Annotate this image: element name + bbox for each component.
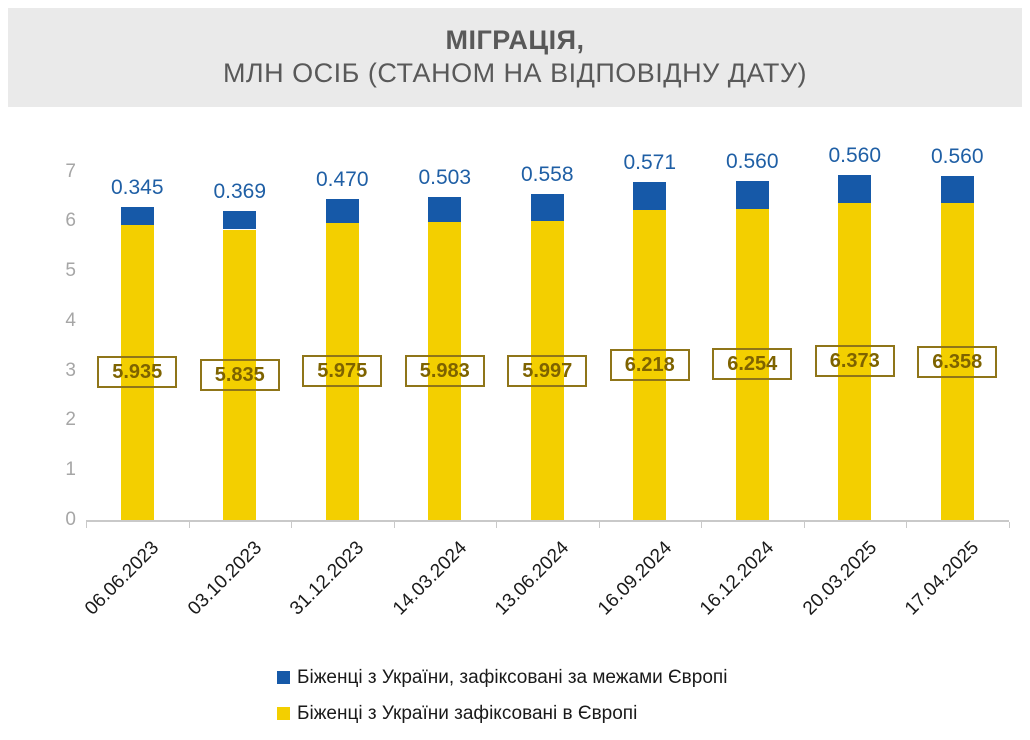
y-axis-tick-label: 3 — [65, 359, 76, 381]
bar-segment-outside-europe — [325, 199, 359, 223]
legend-swatch-icon — [277, 671, 290, 684]
value-label-in-europe: 6.358 — [917, 345, 998, 378]
x-axis-category-label: 13.06.2024 — [491, 537, 574, 620]
y-axis-tick-label: 7 — [65, 160, 76, 182]
legend-label: Біженці з України зафіксовані в Європі — [297, 702, 638, 724]
value-label-outside-europe: 0.560 — [828, 143, 882, 167]
x-axis-category-label: 16.12.2024 — [696, 537, 779, 620]
x-axis-category-label: 06.06.2023 — [81, 537, 164, 620]
bar-segment-outside-europe — [428, 197, 462, 223]
bar-segment-in-europe — [120, 224, 154, 520]
bar-segment-outside-europe — [838, 174, 872, 203]
x-axis-category-label: 31.12.2023 — [286, 537, 369, 620]
bar-segment-in-europe — [530, 221, 564, 520]
chart-legend: Біженці з України, зафіксовані за межами… — [277, 666, 727, 738]
chart-title-banner: МІГРАЦІЯ, МЛН ОСІБ (СТАНОМ НА ВІДПОВІДНУ… — [8, 8, 1022, 107]
bar-segment-outside-europe — [940, 175, 974, 204]
bar-segment-in-europe — [325, 222, 359, 520]
value-label-in-europe: 5.935 — [97, 356, 178, 389]
x-axis-tick-mark — [496, 522, 497, 528]
x-axis-tick-mark — [906, 522, 907, 528]
bar-segment-outside-europe — [223, 211, 257, 230]
value-label-outside-europe: 0.560 — [930, 144, 984, 168]
bar-segment-outside-europe — [735, 180, 769, 209]
x-axis-tick-mark — [803, 522, 805, 528]
chart-title-line2: МЛН ОСІБ (СТАНОМ НА ВІДПОВІДНУ ДАТУ) — [222, 58, 808, 88]
y-axis-tick-label: 1 — [65, 459, 76, 481]
x-axis-tick-mark — [701, 522, 702, 528]
bar-segment-in-europe — [633, 210, 667, 520]
value-label-in-europe: 6.373 — [814, 345, 895, 378]
x-axis-tick-mark — [291, 522, 292, 528]
value-label-in-europe: 5.983 — [404, 355, 485, 388]
value-label-outside-europe: 0.369 — [213, 180, 267, 204]
x-axis-line — [86, 520, 1009, 522]
bar-segment-outside-europe — [633, 182, 667, 211]
bar-segment-outside-europe — [120, 207, 154, 225]
x-axis-tick-mark — [1008, 522, 1010, 528]
value-label-in-europe: 5.835 — [199, 358, 280, 391]
chart-title-line1: МІГРАЦІЯ, — [445, 25, 585, 55]
x-axis-tick-mark — [188, 522, 190, 528]
value-label-in-europe: 5.997 — [507, 354, 588, 387]
legend-swatch-icon — [277, 707, 290, 720]
x-axis-category-label: 03.10.2023 — [183, 537, 266, 620]
value-label-in-europe: 5.975 — [302, 355, 383, 388]
bar-segment-in-europe — [838, 202, 872, 520]
x-axis-tick-mark — [598, 522, 600, 528]
y-axis-tick-label: 2 — [65, 409, 76, 431]
y-axis-tick-label: 5 — [65, 260, 76, 282]
x-axis-category-label: 16.09.2024 — [593, 537, 676, 620]
value-label-outside-europe: 0.345 — [110, 176, 164, 200]
x-axis-category-label: 20.03.2025 — [798, 537, 881, 620]
value-label-outside-europe: 0.470 — [315, 168, 369, 192]
y-axis-tick-label: 4 — [65, 309, 76, 331]
y-axis-tick-label: 0 — [65, 509, 76, 530]
bar-segment-outside-europe — [530, 193, 564, 222]
bar-segment-in-europe — [940, 203, 974, 520]
legend-item: Біженці з України, зафіксовані за межами… — [277, 666, 727, 689]
bar-segment-in-europe — [428, 222, 462, 520]
legend-label: Біженці з України, зафіксовані за межами… — [297, 666, 728, 688]
stacked-bar-chart: 0 1 2 3 4 5 6 7 0.345 5.935 06.06.2023 0.369 5.835 03… — [0, 108, 1030, 668]
y-axis-tick-label: 6 — [65, 210, 76, 232]
value-label-in-europe: 6.218 — [609, 349, 690, 382]
bar-segment-in-europe — [223, 229, 257, 520]
x-axis-tick-mark — [393, 522, 395, 528]
x-axis-category-label: 17.04.2025 — [901, 537, 984, 620]
bar-segment-in-europe — [735, 208, 769, 520]
value-label-outside-europe: 0.571 — [623, 151, 677, 174]
value-label-outside-europe: 0.503 — [418, 166, 472, 190]
x-axis-tick-mark — [86, 522, 87, 528]
legend-item: Біженці з України зафіксовані в Європі — [277, 702, 727, 725]
value-label-in-europe: 6.254 — [712, 348, 793, 381]
x-axis-category-label: 14.03.2024 — [388, 537, 471, 620]
value-label-outside-europe: 0.558 — [520, 162, 574, 186]
value-label-outside-europe: 0.560 — [725, 149, 779, 173]
